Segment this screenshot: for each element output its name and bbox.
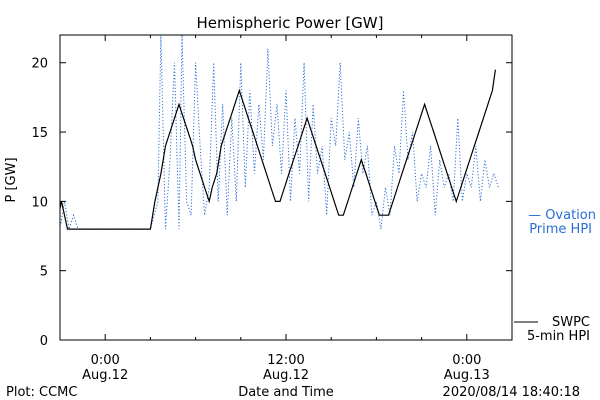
legend-swpc: SWPC 5-min HPI (514, 315, 590, 344)
series-layer (60, 35, 499, 230)
x-tick-label-time: 12:00 (267, 353, 304, 368)
legend-ovation-line1: — Ovation (528, 208, 596, 223)
chart-title: Hemispheric Power [GW] (197, 14, 384, 32)
legend-swpc-line2: 5-min HPI (527, 329, 590, 344)
footer-timestamp: 2020/08/14 18:40:18 (443, 385, 580, 400)
y-axis-label: P [GW] (4, 157, 19, 202)
x-tick-label-time: 0:00 (91, 353, 120, 368)
y-tick-label: 20 (31, 57, 48, 72)
axes: 051015200:00Aug.1212:00Aug.120:00Aug.131… (31, 35, 513, 383)
ovation-series-line (60, 35, 499, 230)
legend-swpc-line1: SWPC (552, 315, 590, 330)
x-axis-label: Date and Time (238, 385, 334, 400)
x-tick-label-time: 0:00 (452, 353, 481, 368)
y-tick-label: 0 (40, 334, 48, 349)
legend-ovation-line2: Prime HPI (529, 222, 592, 237)
y-tick-label: 10 (31, 195, 48, 210)
swpc-series-line (60, 69, 496, 230)
y-tick-label: 5 (40, 265, 48, 280)
x-tick-label-date: Aug.12 (263, 368, 309, 383)
y-tick-label: 15 (31, 126, 48, 141)
footer-source: Plot: CCMC (6, 385, 77, 400)
legend-ovation: — Ovation Prime HPI (528, 208, 596, 237)
x-tick-label-date: Aug.13 (444, 368, 490, 383)
x-tick-label-date: Aug.12 (82, 368, 128, 383)
